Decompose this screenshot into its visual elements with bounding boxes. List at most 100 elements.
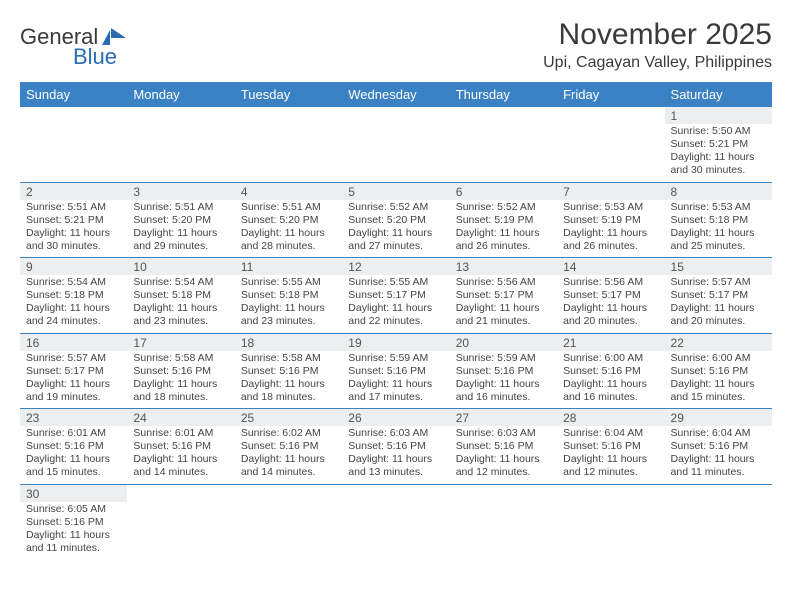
day-number-cell [342,484,449,502]
weekday-header: Wednesday [342,82,449,107]
day-number-cell: 25 [235,409,342,427]
day-content-cell [557,124,664,182]
day-content-cell: Sunrise: 6:00 AMSunset: 5:16 PMDaylight:… [557,351,664,409]
daylight-line: Daylight: 11 hours and 29 minutes. [133,227,228,253]
sunset-line: Sunset: 5:16 PM [133,440,228,453]
day-content-cell: Sunrise: 5:58 AMSunset: 5:16 PMDaylight:… [235,351,342,409]
daylight-line: Daylight: 11 hours and 16 minutes. [563,378,658,404]
sunset-line: Sunset: 5:19 PM [456,214,551,227]
day-number-cell [342,107,449,124]
sunset-line: Sunset: 5:16 PM [26,440,121,453]
day-number-cell: 1 [665,107,772,124]
day-content-cell: Sunrise: 5:59 AMSunset: 5:16 PMDaylight:… [450,351,557,409]
day-content-cell: Sunrise: 5:55 AMSunset: 5:18 PMDaylight:… [235,275,342,333]
day-content-cell [557,502,664,560]
daylight-line: Daylight: 11 hours and 19 minutes. [26,378,121,404]
sunrise-line: Sunrise: 5:58 AM [241,352,336,365]
sunset-line: Sunset: 5:16 PM [671,365,766,378]
day-content-cell: Sunrise: 6:04 AMSunset: 5:16 PMDaylight:… [557,426,664,484]
day-number-cell: 29 [665,409,772,427]
sunrise-line: Sunrise: 5:50 AM [671,125,766,138]
sunset-line: Sunset: 5:16 PM [671,440,766,453]
weekday-header: Tuesday [235,82,342,107]
daylight-line: Daylight: 11 hours and 11 minutes. [26,529,121,555]
daylight-line: Daylight: 11 hours and 15 minutes. [26,453,121,479]
daylight-line: Daylight: 11 hours and 30 minutes. [26,227,121,253]
day-number-cell: 8 [665,182,772,200]
day-number-cell: 10 [127,258,234,276]
sunset-line: Sunset: 5:20 PM [133,214,228,227]
day-number-cell: 12 [342,258,449,276]
day-content-cell: Sunrise: 5:51 AMSunset: 5:20 PMDaylight:… [235,200,342,258]
sunrise-line: Sunrise: 6:00 AM [671,352,766,365]
day-number-cell: 2 [20,182,127,200]
day-number-cell: 23 [20,409,127,427]
sunrise-line: Sunrise: 5:52 AM [456,201,551,214]
sunrise-line: Sunrise: 6:00 AM [563,352,658,365]
daylight-line: Daylight: 11 hours and 11 minutes. [671,453,766,479]
sunrise-line: Sunrise: 6:04 AM [671,427,766,440]
sunset-line: Sunset: 5:16 PM [26,516,121,529]
day-number-cell: 14 [557,258,664,276]
sunrise-line: Sunrise: 5:58 AM [133,352,228,365]
sunset-line: Sunset: 5:17 PM [456,289,551,302]
day-content-cell: Sunrise: 5:57 AMSunset: 5:17 PMDaylight:… [665,275,772,333]
day-content-cell: Sunrise: 6:04 AMSunset: 5:16 PMDaylight:… [665,426,772,484]
daylight-line: Daylight: 11 hours and 14 minutes. [241,453,336,479]
sunset-line: Sunset: 5:19 PM [563,214,658,227]
daylight-line: Daylight: 11 hours and 21 minutes. [456,302,551,328]
day-number-cell [235,484,342,502]
day-number-cell: 4 [235,182,342,200]
day-content-cell: Sunrise: 6:01 AMSunset: 5:16 PMDaylight:… [20,426,127,484]
sunset-line: Sunset: 5:16 PM [456,440,551,453]
day-number-cell: 17 [127,333,234,351]
sunset-line: Sunset: 5:18 PM [26,289,121,302]
day-content-cell: Sunrise: 6:00 AMSunset: 5:16 PMDaylight:… [665,351,772,409]
sunset-line: Sunset: 5:18 PM [133,289,228,302]
day-number-cell [127,107,234,124]
day-content-cell: Sunrise: 6:02 AMSunset: 5:16 PMDaylight:… [235,426,342,484]
day-number-cell: 15 [665,258,772,276]
sunset-line: Sunset: 5:17 PM [348,289,443,302]
sunset-line: Sunset: 5:20 PM [241,214,336,227]
sunset-line: Sunset: 5:18 PM [241,289,336,302]
day-number-cell: 24 [127,409,234,427]
day-content-cell: Sunrise: 5:57 AMSunset: 5:17 PMDaylight:… [20,351,127,409]
day-content-cell: Sunrise: 5:56 AMSunset: 5:17 PMDaylight:… [450,275,557,333]
day-content-cell: Sunrise: 5:55 AMSunset: 5:17 PMDaylight:… [342,275,449,333]
header: General November 2025 Upi, Cagayan Valle… [20,18,772,72]
day-number-cell: 28 [557,409,664,427]
sunrise-line: Sunrise: 5:57 AM [26,352,121,365]
day-number-cell: 20 [450,333,557,351]
sunrise-line: Sunrise: 5:54 AM [133,276,228,289]
day-content-cell: Sunrise: 5:52 AMSunset: 5:19 PMDaylight:… [450,200,557,258]
daylight-line: Daylight: 11 hours and 20 minutes. [563,302,658,328]
day-content-cell: Sunrise: 5:51 AMSunset: 5:20 PMDaylight:… [127,200,234,258]
sunrise-line: Sunrise: 6:05 AM [26,503,121,516]
calendar-table: SundayMondayTuesdayWednesdayThursdayFrid… [20,82,772,560]
daylight-line: Daylight: 11 hours and 26 minutes. [456,227,551,253]
daylight-line: Daylight: 11 hours and 25 minutes. [671,227,766,253]
sunrise-line: Sunrise: 5:53 AM [671,201,766,214]
sunset-line: Sunset: 5:16 PM [241,365,336,378]
sunrise-line: Sunrise: 6:01 AM [133,427,228,440]
sunrise-line: Sunrise: 6:04 AM [563,427,658,440]
sunrise-line: Sunrise: 5:56 AM [563,276,658,289]
daylight-line: Daylight: 11 hours and 24 minutes. [26,302,121,328]
day-number-cell [20,107,127,124]
day-number-cell: 11 [235,258,342,276]
day-number-cell: 7 [557,182,664,200]
weekday-header: Saturday [665,82,772,107]
day-content-cell [235,502,342,560]
day-number-cell: 22 [665,333,772,351]
sunset-line: Sunset: 5:16 PM [133,365,228,378]
daylight-line: Daylight: 11 hours and 12 minutes. [563,453,658,479]
daylight-line: Daylight: 11 hours and 13 minutes. [348,453,443,479]
sunset-line: Sunset: 5:20 PM [348,214,443,227]
sunrise-line: Sunrise: 5:51 AM [26,201,121,214]
sunrise-line: Sunrise: 5:56 AM [456,276,551,289]
weekday-header: Monday [127,82,234,107]
day-number-cell: 9 [20,258,127,276]
day-content-cell: Sunrise: 5:53 AMSunset: 5:19 PMDaylight:… [557,200,664,258]
sunset-line: Sunset: 5:18 PM [671,214,766,227]
